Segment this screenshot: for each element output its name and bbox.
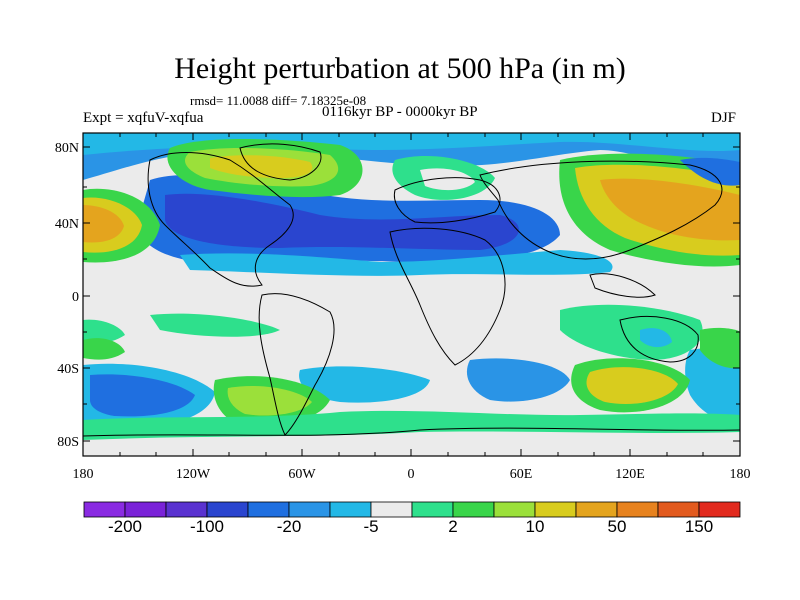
africa-outline <box>389 227 506 366</box>
period-label: 0116kyr BP - 0000kyr BP <box>322 104 478 120</box>
colorbar-label-1: -200 <box>108 517 142 536</box>
y-ticks <box>83 146 740 442</box>
asia-high-core <box>600 178 740 241</box>
sh-indian-low <box>466 358 570 402</box>
south-america-outline <box>258 293 335 436</box>
antarctic-neutral <box>83 431 740 456</box>
colorbar-label-6: 10 <box>526 517 545 536</box>
colorbar-swatch <box>206 501 249 518</box>
x-label-180e: 180 <box>730 467 751 482</box>
stats-label: rmsd= 11.0088 diff= 7.18325e-08 <box>190 93 367 108</box>
colorbar-swatch <box>493 501 536 518</box>
north-america-outline <box>147 152 294 287</box>
colorbar-label-7: 50 <box>608 517 627 536</box>
season-label: DJF <box>711 110 737 126</box>
sh-east-high <box>700 327 740 369</box>
y-label-80s: 80S <box>57 435 79 450</box>
australia-outline <box>619 315 699 363</box>
colorbar-label-8: 150 <box>685 517 713 536</box>
colorbar-swatch <box>124 501 167 518</box>
y-label-0: 0 <box>72 290 79 305</box>
y-label-40s: 40S <box>57 362 79 377</box>
x-label-120w: 120W <box>176 467 211 482</box>
antarctica-outline <box>83 427 740 437</box>
y-label-40n: 40N <box>55 217 79 232</box>
colorbar-label-4: -5 <box>363 517 378 536</box>
colorbar-swatch <box>657 501 700 518</box>
colorbar-swatch <box>370 501 413 518</box>
na-low-core <box>165 193 519 250</box>
colorbar-swatch <box>616 501 659 518</box>
plot-title: Height perturbation at 500 hPa (in m) <box>174 52 626 85</box>
y-label-80n: 80N <box>55 141 79 156</box>
greenland-outline <box>239 143 322 181</box>
europe-outline <box>393 177 501 224</box>
colorbar-swatch <box>575 501 618 518</box>
x-ticks <box>82 133 741 456</box>
tropical-east-pacific-high <box>150 313 280 337</box>
colorbar <box>83 501 741 518</box>
colorbar-swatch <box>288 501 331 518</box>
experiment-label: Expt = xqfuV-xqfua <box>83 110 204 126</box>
tropical-west-high <box>83 319 125 343</box>
east-siberia-low <box>680 157 740 186</box>
colorbar-label-2: -100 <box>190 517 224 536</box>
colorbar-swatch <box>411 501 454 518</box>
x-label-60w: 60W <box>288 467 316 482</box>
height-field <box>83 133 740 456</box>
colorbar-swatch <box>698 501 741 518</box>
sh-west-high <box>83 338 125 360</box>
arctic-inner <box>83 133 740 155</box>
colorbar-swatch <box>534 501 577 518</box>
colorbar-swatch <box>165 501 208 518</box>
x-label-60e: 60E <box>510 467 533 482</box>
x-label-180w: 180 <box>73 467 94 482</box>
australia-low <box>640 328 672 348</box>
nh-subtropical-low <box>180 250 613 276</box>
pacific-high-west-core <box>83 205 124 243</box>
sh-indian-high-core <box>586 367 678 404</box>
colorbar-swatch <box>452 501 495 518</box>
colorbar-swatch <box>329 501 372 518</box>
sh-pacific-low-core <box>90 374 195 417</box>
indonesia-outline <box>589 273 656 298</box>
asia-outline <box>479 160 723 260</box>
sh-southamerica-high-core <box>227 385 312 416</box>
coastlines <box>83 143 740 437</box>
colorbar-swatch <box>247 501 290 518</box>
europe-neutral <box>420 168 475 191</box>
greenland-high-core <box>210 155 313 178</box>
colorbar-label-5: 2 <box>448 517 457 536</box>
colorbar-label-3: -20 <box>277 517 302 536</box>
x-label-120e: 120E <box>615 467 645 482</box>
x-label-0: 0 <box>408 467 415 482</box>
colorbar-swatch <box>83 501 126 518</box>
sh-atlantic-low <box>299 366 430 403</box>
